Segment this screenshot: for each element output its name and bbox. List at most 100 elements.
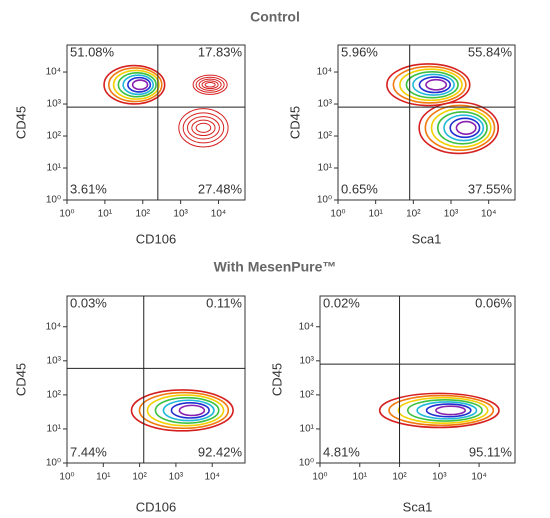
plot: 10⁰ 10¹ 10² 10³ 10⁴ 10⁰ 10¹ 10² 10³ 10⁴ Sca1 CD45 0.… <box>269 295 516 514</box>
x-tick-label: 10² <box>392 472 407 483</box>
contour-line <box>418 76 452 94</box>
x-tick-label: 10² <box>406 209 421 220</box>
y-tick-label: 10¹ <box>318 163 333 174</box>
contour-line <box>178 108 229 148</box>
contour-line <box>138 391 230 430</box>
y-tick-label: 10⁴ <box>46 321 61 332</box>
contour-line <box>204 81 216 88</box>
y-tick-label: 10⁴ <box>299 321 314 332</box>
contour-line <box>182 112 225 144</box>
contour-line <box>397 396 489 424</box>
contour-line <box>112 69 160 100</box>
y-tick-label: 10⁰ <box>46 458 61 469</box>
quadrant-percent: 0.65% <box>341 181 378 196</box>
contour-line <box>436 111 488 145</box>
contour-line <box>108 67 163 103</box>
y-tick-label: 10² <box>47 131 62 142</box>
y-tick-label: 10³ <box>47 99 62 110</box>
contour-line <box>386 63 471 107</box>
contours <box>378 392 500 429</box>
contour-line <box>425 403 472 418</box>
x-tick-label: 10¹ <box>96 472 111 483</box>
contour-line <box>146 394 225 427</box>
contour-line <box>430 107 492 148</box>
quadrant-percent: 5.96% <box>341 44 378 59</box>
quadrant-percent: 4.81% <box>323 444 360 459</box>
y-axis-label: CD45 <box>13 106 28 139</box>
y-tick-label: 10³ <box>318 99 333 110</box>
x-tick-label: 10⁰ <box>312 472 327 483</box>
contour-line <box>418 101 500 155</box>
y-tick-label: 10⁴ <box>46 67 61 78</box>
quadrant-percent: 55.84% <box>468 44 513 59</box>
y-tick-label: 10⁰ <box>299 458 314 469</box>
x-tick-label: 10² <box>132 472 147 483</box>
contour-line <box>103 64 166 105</box>
y-tick-label: 10² <box>300 390 315 401</box>
contour-line <box>195 76 225 93</box>
contour-line <box>416 401 478 420</box>
x-tick-label: 10³ <box>432 472 447 483</box>
x-tick-label: 10⁴ <box>211 209 226 220</box>
contour-line <box>170 402 210 419</box>
x-tick-label: 10⁴ <box>205 472 220 483</box>
contour-line <box>449 117 481 139</box>
contour-line <box>392 65 467 104</box>
contour-line <box>201 80 219 90</box>
contour-line <box>443 114 485 142</box>
x-tick-label: 10¹ <box>353 472 368 483</box>
contour-line <box>378 392 500 429</box>
contour-line <box>424 104 496 152</box>
x-tick-label: 10³ <box>173 209 188 220</box>
contour-line <box>405 71 459 99</box>
quadrant-percent: 0.11% <box>206 295 242 310</box>
x-tick-label: 10² <box>136 209 151 220</box>
contour-line <box>198 78 222 91</box>
y-axis-label: CD45 <box>269 363 284 396</box>
quadrant-percent: 27.48% <box>198 181 243 196</box>
x-tick-label: 10⁰ <box>330 209 345 220</box>
quadrant-percent: 0.02% <box>323 295 360 310</box>
plot-frame <box>66 295 246 464</box>
x-tick-label: 10³ <box>444 209 459 220</box>
y-tick-label: 10³ <box>300 355 315 366</box>
x-axis-label: Sca1 <box>412 231 442 246</box>
x-tick-label: 10⁰ <box>59 472 74 483</box>
contour-line <box>131 79 149 91</box>
contour-line <box>127 76 152 93</box>
y-tick-label: 10³ <box>47 355 62 366</box>
y-tick-label: 10⁴ <box>317 67 332 78</box>
contour-line <box>455 120 477 135</box>
y-tick-label: 10¹ <box>47 424 62 435</box>
x-tick-label: 10⁰ <box>59 209 74 220</box>
plot-frame <box>66 44 246 201</box>
contour-line <box>178 404 206 417</box>
y-tick-label: 10¹ <box>47 163 62 174</box>
quadrant-percent: 51.08% <box>70 44 115 59</box>
x-tick-label: 10⁴ <box>471 472 486 483</box>
plot: 10⁰ 10¹ 10² 10³ 10⁴ 10⁰ 10¹ 10² 10³ 10⁴ CD106 CD45 0… <box>13 295 246 514</box>
x-axis-label: CD106 <box>136 231 176 246</box>
x-axis-label: Sca1 <box>403 499 433 514</box>
y-axis-label: CD45 <box>287 106 302 139</box>
panel-title: Control <box>250 9 300 25</box>
x-axis-label: CD106 <box>136 499 176 514</box>
contour-line <box>162 399 215 422</box>
contour-line <box>117 72 157 98</box>
x-tick-label: 10⁴ <box>481 209 496 220</box>
plot: 10⁰ 10¹ 10² 10³ 10⁴ 10⁰ 10¹ 10² 10³ 10⁴ CD106 CD45 5… <box>13 44 246 246</box>
quadrant-percent: 17.83% <box>198 44 243 59</box>
contour-line <box>122 74 155 96</box>
quadrant-percent: 7.44% <box>70 444 107 459</box>
contour-line <box>191 119 216 137</box>
contour-line <box>186 116 220 140</box>
y-tick-label: 10² <box>47 390 62 401</box>
x-tick-label: 10¹ <box>368 209 383 220</box>
contour-line <box>435 405 467 416</box>
contour-line <box>406 399 483 422</box>
y-tick-label: 10² <box>318 131 333 142</box>
contour-line <box>399 68 463 102</box>
contours <box>130 389 234 432</box>
contour-line <box>192 74 228 95</box>
